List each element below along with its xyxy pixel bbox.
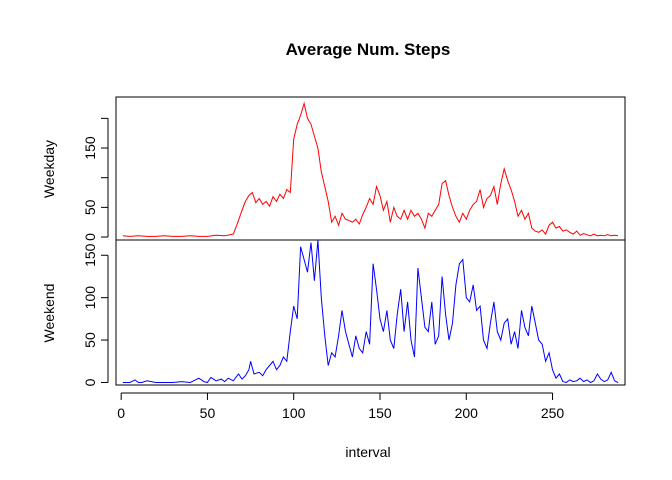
weekend-y-tick-label: 0 (82, 378, 98, 386)
x-tick-label: 50 (200, 405, 216, 421)
weekday-panel-frame (115, 96, 626, 241)
x-tick-label: 200 (455, 405, 479, 421)
weekday-y-axis-title: Weekday (41, 140, 57, 198)
weekend-y-axis-title: Weekend (41, 284, 57, 343)
x-tick-label: 0 (117, 405, 125, 421)
weekday-series-line (122, 101, 619, 237)
weekday-y-tick-label: 0 (82, 233, 98, 241)
x-axis-title: interval (345, 444, 390, 460)
weekend-y-tick-label: 150 (82, 243, 98, 267)
weekday-y-tick-label: 150 (82, 136, 98, 160)
weekday-y-tick-label: 50 (82, 199, 98, 215)
weekday-y-axis: 0 50 150 (82, 117, 109, 241)
chart-title: Average Num. Steps (286, 40, 451, 59)
weekend-y-axis: 0 50 100 150 (82, 243, 109, 386)
x-tick-label: 150 (368, 405, 392, 421)
weekend-y-tick-label: 50 (82, 332, 98, 348)
x-tick-label: 250 (541, 405, 565, 421)
weekend-series-line (122, 239, 619, 384)
x-tick-label: 100 (282, 405, 306, 421)
weekend-y-tick-label: 100 (82, 286, 98, 310)
weekend-panel-frame (115, 239, 626, 386)
x-axis: 0 50 100 150 200 250 (117, 392, 565, 421)
